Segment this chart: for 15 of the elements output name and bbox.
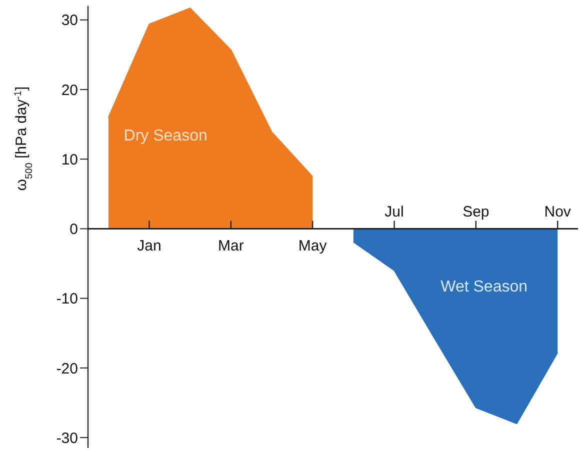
y-tick-label: 20 <box>61 82 78 99</box>
y-tick-label: -30 <box>56 430 78 447</box>
x-tick-label: Jul <box>384 204 404 221</box>
y-tick-label: -10 <box>56 290 78 308</box>
x-tick-label: May <box>298 238 328 255</box>
x-tick-label: Jan <box>137 238 162 255</box>
x-tick-label: Mar <box>218 238 244 255</box>
annotation: Wet Season <box>440 278 528 296</box>
y-tick-label: 0 <box>70 221 78 238</box>
x-tick-label: Nov <box>544 204 572 221</box>
y-tick-label: 10 <box>61 151 78 168</box>
x-tick-label: Sep <box>462 204 490 221</box>
y-tick-label: 30 <box>61 12 78 30</box>
annotation: Dry Season <box>124 127 208 144</box>
y-tick-label: -20 <box>56 360 78 378</box>
